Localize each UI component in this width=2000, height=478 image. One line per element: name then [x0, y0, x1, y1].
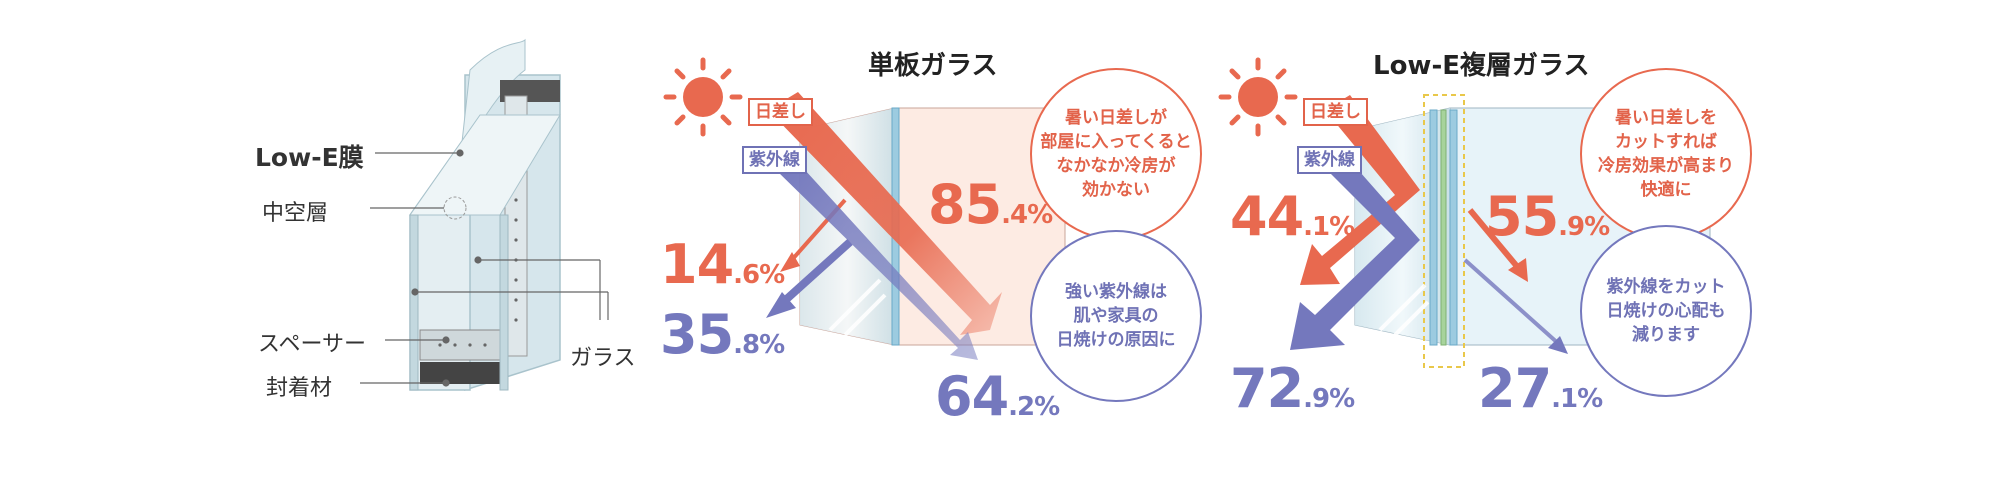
label-low-e-film: Low-E膜 — [255, 143, 364, 172]
single-through-uv-int: 64 — [935, 365, 1009, 428]
single-reflect-sun-dec: .6% — [733, 260, 785, 290]
single-through-uv-pct: 64.2% — [935, 370, 1060, 424]
lowe-glass-title: Low-E複層ガラス — [1373, 51, 1590, 81]
single-bubble-uv: 強い紫外線は 肌や家具の 日焼けの原因に — [1030, 230, 1202, 402]
lowe-through-uv-pct: 27.1% — [1478, 362, 1603, 416]
glass-cross-section — [360, 38, 609, 392]
lowe-reflect-sun-int: 44 — [1230, 185, 1304, 248]
single-glass-title: 単板ガラス — [868, 51, 998, 81]
lowe-bubble-uv-text: 紫外線をカット 日焼けの心配も 減ります — [1606, 277, 1726, 345]
lowe-tag-sun: 日差し — [1303, 98, 1368, 126]
single-bubble-heat-text: 暑い日差しが 部屋に入ってくると なかなか冷房が 効かない — [1040, 108, 1192, 200]
single-reflect-uv-pct: 35.8% — [660, 308, 785, 362]
single-through-sun-pct: 85.4% — [928, 178, 1053, 232]
sun-icon — [1218, 57, 1298, 137]
single-through-sun-dec: .4% — [1001, 200, 1053, 230]
single-through-uv-dec: .2% — [1008, 392, 1060, 422]
lowe-bubble-uv: 紫外線をカット 日焼けの心配も 減ります — [1580, 225, 1752, 397]
single-reflect-uv-int: 35 — [660, 303, 734, 366]
label-spacer: スペーサー — [258, 332, 367, 357]
single-reflect-sun-int: 14 — [660, 233, 734, 296]
single-tag-uv: 紫外線 — [742, 146, 807, 174]
single-bubble-uv-text: 強い紫外線は 肌や家具の 日焼けの原因に — [1056, 282, 1176, 350]
single-tag-sun: 日差し — [748, 98, 813, 126]
lowe-through-uv-int: 27 — [1478, 357, 1552, 420]
lowe-reflect-uv-dec: .9% — [1303, 384, 1355, 414]
single-reflect-sun-pct: 14.6% — [660, 238, 785, 292]
sun-icon — [663, 57, 743, 137]
label-hollow-layer: 中空層 — [262, 201, 329, 226]
lowe-through-uv-dec: .1% — [1551, 384, 1603, 414]
lowe-through-sun-pct: 55.9% — [1485, 190, 1610, 244]
label-glass: ガラス — [570, 346, 636, 371]
lowe-through-sun-int: 55 — [1485, 185, 1559, 248]
lowe-reflect-sun-dec: .1% — [1303, 212, 1355, 242]
single-reflect-uv-dec: .8% — [733, 330, 785, 360]
lowe-reflect-uv-int: 72 — [1230, 357, 1304, 420]
single-bubble-heat: 暑い日差しが 部屋に入ってくると なかなか冷房が 効かない — [1030, 68, 1202, 240]
label-sealant: 封着材 — [266, 376, 333, 401]
lowe-through-sun-dec: .9% — [1558, 212, 1610, 242]
lowe-reflect-sun-pct: 44.1% — [1230, 190, 1355, 244]
lowe-bubble-heat: 暑い日差しを カットすれば 冷房効果が高まり 快適に — [1580, 68, 1752, 240]
single-glass-scene — [663, 57, 1066, 360]
lowe-bubble-heat-text: 暑い日差しを カットすれば 冷房効果が高まり 快適に — [1598, 108, 1734, 200]
lowe-tag-uv: 紫外線 — [1297, 146, 1362, 174]
lowe-reflect-uv-pct: 72.9% — [1230, 362, 1355, 416]
single-through-sun-int: 85 — [928, 173, 1002, 236]
